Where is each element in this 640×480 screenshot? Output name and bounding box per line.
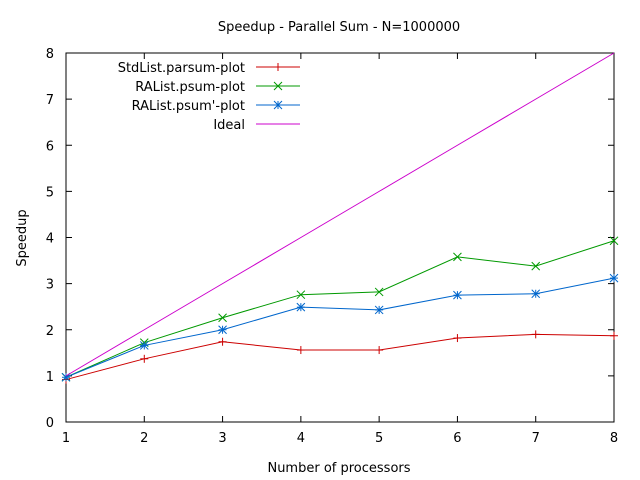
data-point-marker xyxy=(453,252,462,262)
series-line xyxy=(65,240,615,378)
series-group xyxy=(62,330,618,384)
series-line xyxy=(65,52,615,377)
data-point-marker xyxy=(296,290,306,300)
x-tick-label: 8 xyxy=(610,431,618,446)
series-layer xyxy=(61,52,619,384)
data-point-marker xyxy=(609,236,619,246)
data-point-marker xyxy=(218,325,227,335)
legend-label: RAList.psum-plot xyxy=(135,80,245,95)
x-tick-label: 4 xyxy=(297,431,305,446)
y-tick-label: 0 xyxy=(46,416,54,431)
series-line xyxy=(65,277,615,378)
y-axis-label: Speedup xyxy=(15,209,30,266)
data-point-marker xyxy=(531,289,541,299)
y-tick-label: 4 xyxy=(46,232,54,247)
y-tick-label: 7 xyxy=(46,93,54,108)
data-point-marker xyxy=(374,287,384,297)
data-point-marker xyxy=(531,261,541,271)
legend-label: RAList.psum'-plot xyxy=(132,99,245,114)
y-tick-label: 1 xyxy=(46,370,54,385)
data-point-marker xyxy=(374,305,384,315)
data-point-marker xyxy=(139,341,149,350)
x-tick-label: 5 xyxy=(375,431,383,446)
y-tick-label: 6 xyxy=(46,139,54,154)
y-tick-label: 3 xyxy=(46,278,54,293)
x-tick-label: 7 xyxy=(532,431,540,446)
chart-title: Speedup - Parallel Sum - N=1000000 xyxy=(218,20,460,35)
series-group xyxy=(65,52,615,377)
x-tick-label: 2 xyxy=(140,431,148,446)
x-tick-label: 6 xyxy=(453,431,461,446)
data-point-marker xyxy=(609,273,619,283)
y-tick-label: 5 xyxy=(46,185,54,200)
x-tick-label: 1 xyxy=(62,431,70,446)
data-point-marker xyxy=(453,290,462,300)
y-tick-label: 2 xyxy=(46,324,54,339)
legend: StdList.parsum-plot RAList.psum-plot RALis… xyxy=(118,61,300,133)
data-point-marker xyxy=(218,313,227,323)
series-line xyxy=(65,333,615,381)
legend-label: Ideal xyxy=(213,118,245,133)
data-point-marker xyxy=(273,81,283,91)
data-point-marker xyxy=(273,100,283,110)
legend-label: StdList.parsum-plot xyxy=(118,61,245,76)
data-point-marker xyxy=(296,302,306,312)
y-tick-label: 8 xyxy=(46,47,54,62)
x-axis-label: Number of processors xyxy=(267,461,410,476)
x-tick-label: 3 xyxy=(218,431,226,446)
series-group xyxy=(61,273,619,382)
